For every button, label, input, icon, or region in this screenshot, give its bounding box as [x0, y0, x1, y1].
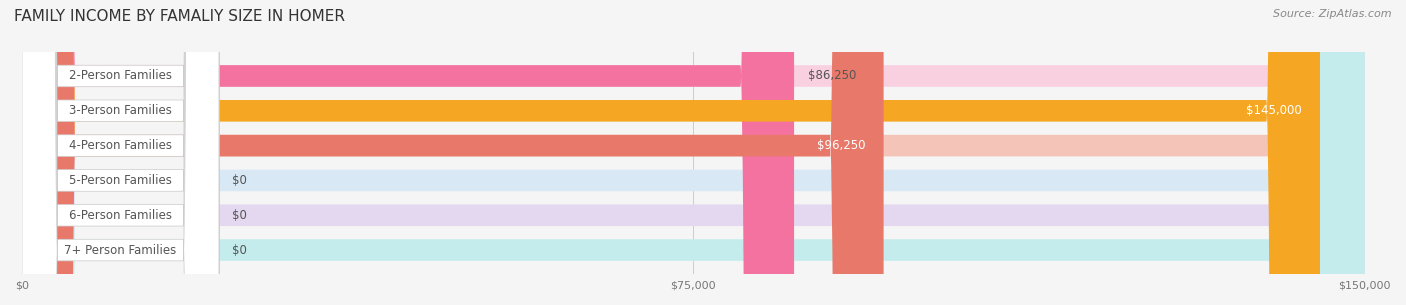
Text: FAMILY INCOME BY FAMALIY SIZE IN HOMER: FAMILY INCOME BY FAMALIY SIZE IN HOMER: [14, 9, 344, 24]
Text: 2-Person Families: 2-Person Families: [69, 70, 172, 82]
FancyBboxPatch shape: [22, 0, 1365, 305]
FancyBboxPatch shape: [22, 0, 883, 305]
Text: 4-Person Families: 4-Person Families: [69, 139, 172, 152]
FancyBboxPatch shape: [22, 0, 219, 305]
FancyBboxPatch shape: [22, 0, 219, 305]
FancyBboxPatch shape: [22, 0, 1320, 305]
FancyBboxPatch shape: [22, 0, 1365, 305]
Text: $86,250: $86,250: [807, 70, 856, 82]
FancyBboxPatch shape: [22, 0, 219, 305]
Text: $145,000: $145,000: [1246, 104, 1302, 117]
Text: 5-Person Families: 5-Person Families: [69, 174, 172, 187]
Text: $0: $0: [232, 174, 247, 187]
Text: $0: $0: [232, 209, 247, 222]
FancyBboxPatch shape: [22, 0, 1365, 305]
Text: 3-Person Families: 3-Person Families: [69, 104, 172, 117]
FancyBboxPatch shape: [22, 0, 794, 305]
FancyBboxPatch shape: [22, 0, 219, 305]
FancyBboxPatch shape: [22, 0, 219, 305]
FancyBboxPatch shape: [22, 0, 1365, 305]
FancyBboxPatch shape: [22, 0, 219, 305]
FancyBboxPatch shape: [22, 0, 1365, 305]
Text: 7+ Person Families: 7+ Person Families: [65, 244, 177, 257]
Text: 6-Person Families: 6-Person Families: [69, 209, 172, 222]
Text: $96,250: $96,250: [817, 139, 866, 152]
Text: $0: $0: [232, 244, 247, 257]
Text: Source: ZipAtlas.com: Source: ZipAtlas.com: [1274, 9, 1392, 19]
FancyBboxPatch shape: [22, 0, 1365, 305]
